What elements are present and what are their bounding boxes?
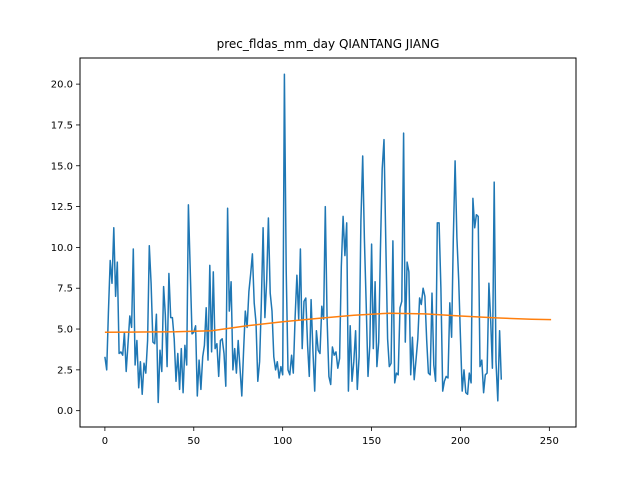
x-tick-label: 150 (362, 436, 381, 447)
y-tick-label: 10.0 (51, 243, 73, 254)
x-tick-label: 100 (273, 436, 292, 447)
series-line-1 (104, 73, 503, 404)
x-tick-label: 50 (187, 436, 200, 447)
plot-frame (79, 57, 577, 428)
y-axis: 0.0 2.5 5.0 7.5 10.0 12.5 15.0 17.5 20.0 (51, 80, 80, 417)
x-tick-label: 200 (451, 436, 470, 447)
x-tick-label: 250 (540, 436, 559, 447)
x-tick-label: 0 (102, 436, 108, 447)
series-layer (104, 73, 552, 404)
y-tick-label: 0.0 (57, 406, 73, 417)
y-tick-label: 2.5 (57, 365, 73, 376)
y-tick-label: 15.0 (51, 161, 73, 172)
series-line-2 (104, 312, 552, 334)
y-tick-label: 20.0 (51, 80, 73, 91)
y-tick-label: 12.5 (51, 202, 73, 213)
y-tick-label: 7.5 (57, 284, 73, 295)
y-tick-label: 5.0 (57, 325, 73, 336)
y-tick-label: 17.5 (51, 120, 73, 131)
chart-title: prec_fldas_mm_day QIANTANG JIANG (217, 37, 440, 51)
x-axis: 0 50 100 150 200 250 (102, 427, 559, 447)
